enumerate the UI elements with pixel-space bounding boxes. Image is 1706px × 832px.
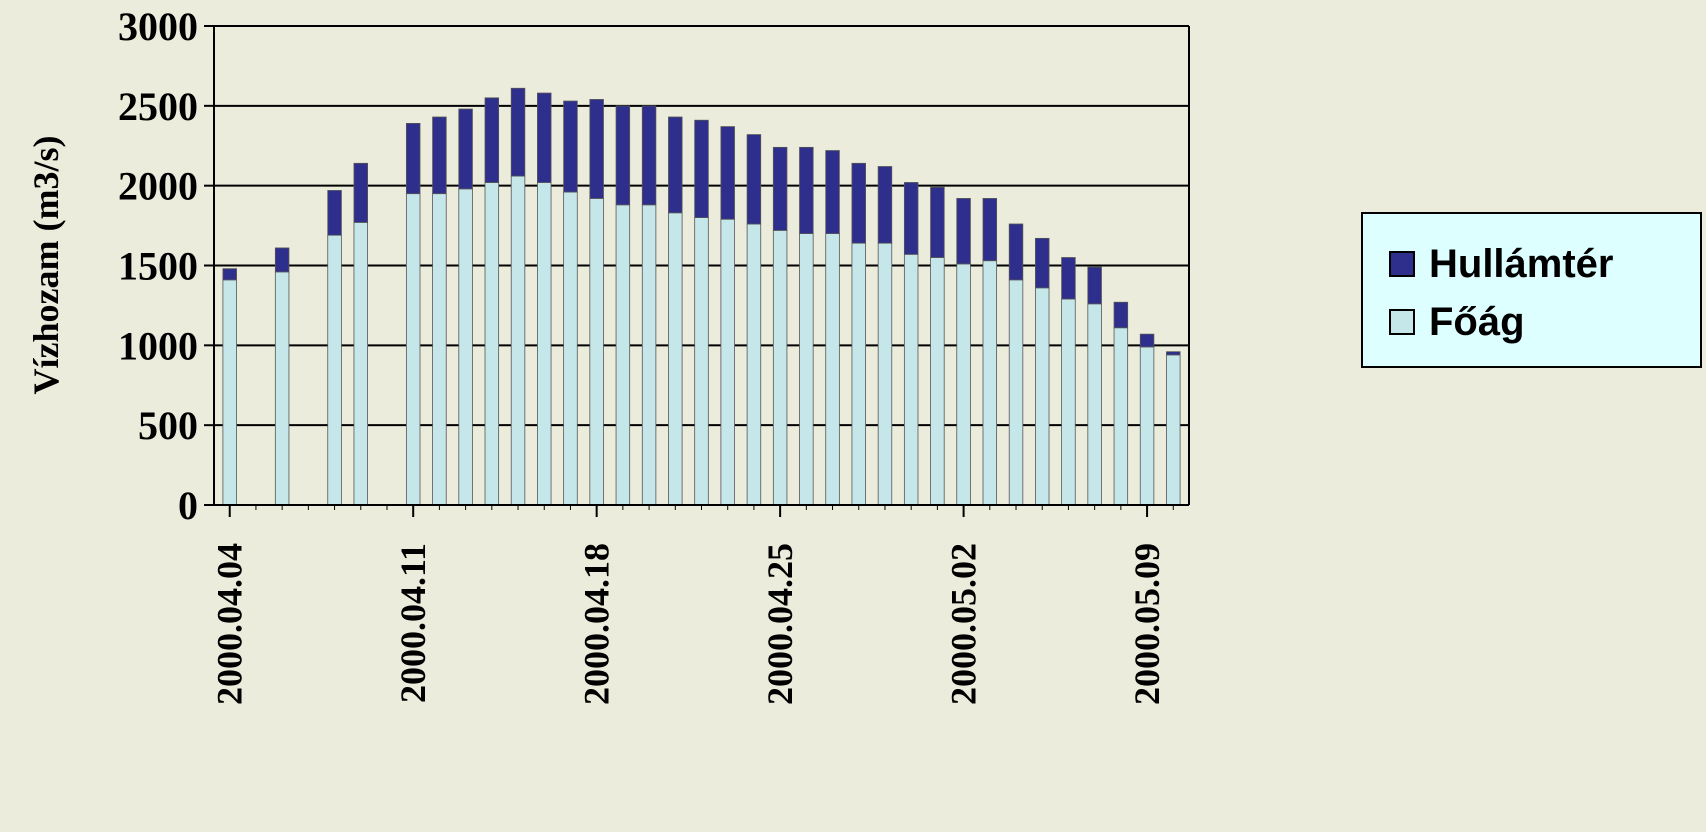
bar-foag	[982, 260, 998, 506]
bar-foag	[956, 263, 971, 506]
bar-foag	[274, 271, 290, 506]
bar-hullamter	[510, 87, 526, 177]
y-tick-label: 500	[138, 403, 198, 448]
bar-foag	[563, 191, 578, 506]
bar-foag	[484, 182, 500, 506]
x-tick-label: 2000.04.04	[210, 543, 250, 705]
bar-foag	[930, 257, 945, 506]
x-tick-label: 2000.04.18	[577, 543, 617, 705]
bar-hullamter	[903, 182, 919, 255]
bar-foag	[222, 279, 237, 506]
bar-hullamter	[1035, 237, 1050, 289]
bar-foag	[537, 182, 552, 506]
bar-foag	[405, 193, 421, 506]
bar-hullamter	[746, 134, 762, 225]
legend-label-hullamter: Hullámtér	[1429, 242, 1614, 286]
bar-hullamter	[930, 186, 945, 258]
bar-hullamter	[720, 126, 735, 220]
bar-hullamter	[1139, 333, 1155, 348]
bar-hullamter	[353, 162, 368, 223]
x-tick-label: 2000.04.25	[760, 543, 800, 705]
bar-foag	[720, 218, 735, 506]
bar-hullamter	[1087, 266, 1102, 305]
bar-foag	[1139, 346, 1155, 506]
bar-foag	[589, 198, 604, 506]
bar-foag	[353, 221, 368, 506]
bar-hullamter	[563, 100, 578, 193]
y-tick-label: 0	[178, 483, 198, 528]
bar-foag	[510, 175, 526, 506]
bar-hullamter	[274, 247, 290, 273]
bar-hullamter	[405, 122, 421, 195]
bar-hullamter	[615, 105, 631, 206]
bar-foag	[641, 204, 657, 506]
bar-foag	[432, 193, 447, 506]
bar-foag	[327, 234, 342, 506]
bar-hullamter	[825, 150, 840, 234]
bar-foag	[1035, 287, 1050, 506]
bar-hullamter	[851, 162, 866, 244]
bar-hullamter	[1113, 301, 1129, 329]
bar-foag	[668, 212, 683, 506]
bar-hullamter	[589, 99, 604, 199]
y-tick-label: 2500	[118, 84, 198, 129]
legend-swatch-hullamter	[1389, 251, 1415, 277]
bar-foag	[746, 223, 762, 506]
legend-item-foag: Főág	[1389, 302, 1525, 342]
x-tick-label: 2000.04.11	[393, 543, 433, 703]
bar-hullamter	[982, 198, 998, 262]
bar-foag	[694, 217, 709, 506]
bar-hullamter	[1008, 223, 1024, 281]
legend: Hullámtér Főág	[1361, 212, 1702, 368]
x-tick-label: 2000.05.09	[1127, 543, 1167, 705]
bar-foag	[825, 233, 840, 506]
bar-foag	[877, 242, 893, 506]
bar-hullamter	[772, 146, 788, 231]
bar-foag	[903, 253, 919, 506]
bar-hullamter	[1166, 351, 1181, 356]
bar-foag	[772, 229, 788, 506]
y-tick-label: 3000	[118, 4, 198, 49]
bar-hullamter	[668, 116, 683, 214]
x-tick-labels: 2000.04.04 2000.04.11 2000.04.18 2000.04.25…	[210, 505, 1174, 705]
bar-hullamter	[956, 198, 971, 265]
bar-foag	[1087, 303, 1102, 506]
bar-hullamter	[799, 146, 814, 234]
bar-foag	[851, 242, 866, 506]
bar-hullamter	[432, 116, 447, 195]
bar-hullamter	[877, 166, 893, 244]
bar-hullamter	[484, 97, 500, 183]
y-tick-label: 1000	[118, 323, 198, 368]
legend-swatch-foag	[1389, 309, 1415, 335]
bar-foag	[615, 204, 631, 506]
bars	[222, 87, 1181, 506]
bar-hullamter	[458, 108, 473, 190]
bar-foag	[1166, 354, 1181, 506]
bar-foag	[1113, 327, 1129, 506]
legend-item-hullamter: Hullámtér	[1389, 244, 1614, 284]
bar-hullamter	[327, 190, 342, 236]
bar-foag	[799, 233, 814, 506]
y-tick-label: 1500	[118, 244, 198, 289]
x-tick-label: 2000.05.02	[944, 543, 984, 705]
bar-hullamter	[222, 268, 237, 281]
bar-hullamter	[1061, 257, 1076, 300]
bar-hullamter	[537, 92, 552, 183]
legend-label-foag: Főág	[1429, 300, 1525, 344]
bar-foag	[1061, 298, 1076, 506]
bar-hullamter	[694, 119, 709, 218]
bar-foag	[458, 188, 473, 506]
y-tick-labels: 0 500 1000 1500 2000 2500 3000	[118, 4, 214, 528]
bar-foag	[1008, 279, 1024, 506]
y-tick-label: 2000	[118, 164, 198, 209]
y-axis-label: Vízhozam (m3/s)	[26, 136, 66, 395]
bar-hullamter	[641, 105, 657, 206]
